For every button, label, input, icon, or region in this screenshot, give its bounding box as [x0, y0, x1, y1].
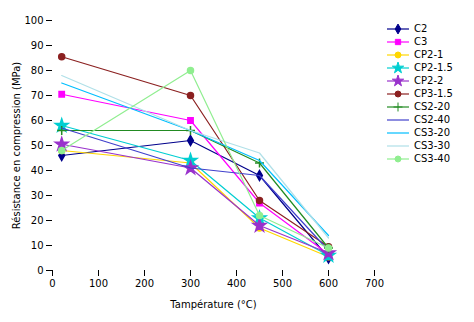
svg-text:200: 200: [135, 278, 154, 289]
html-text:CS2-20: CS2-20: [414, 101, 450, 112]
html-text:C3: C3: [414, 36, 428, 47]
svg-text:30: 30: [31, 190, 44, 201]
html-text:CP2-1: CP2-1: [414, 49, 444, 60]
svg-text:100: 100: [89, 278, 108, 289]
svg-text:500: 500: [273, 278, 292, 289]
html-text:CP2-2: CP2-2: [414, 75, 444, 86]
svg-text:60: 60: [31, 115, 44, 126]
svg-text:700: 700: [365, 278, 384, 289]
html-text:C2: C2: [414, 23, 428, 34]
svg-text:40: 40: [31, 165, 44, 176]
svg-text:100: 100: [24, 15, 43, 26]
svg-text:70: 70: [31, 90, 44, 101]
svg-text:Tampérature (°C): Tampérature (°C): [169, 299, 256, 310]
html-text:CS3-40: CS3-40: [414, 153, 450, 164]
svg-text:20: 20: [31, 215, 44, 226]
svg-text:Résistance en compression (MPa: Résistance en compression (MPa): [11, 62, 22, 230]
svg-text:80: 80: [31, 65, 44, 76]
svg-text:10: 10: [31, 240, 44, 251]
svg-text:300: 300: [181, 278, 200, 289]
svg-text:0: 0: [37, 265, 43, 276]
svg-text:50: 50: [31, 140, 44, 151]
svg-text:600: 600: [319, 278, 338, 289]
html-text:CS3-30: CS3-30: [414, 140, 450, 151]
svg-text:0: 0: [49, 278, 55, 289]
html-text:CP3-1.5: CP3-1.5: [414, 88, 453, 99]
html-text:CP2-1.5: CP2-1.5: [414, 62, 453, 73]
html-text:CS2-40: CS2-40: [414, 114, 450, 125]
html-text:CS3-20: CS3-20: [414, 127, 450, 138]
svg-text:400: 400: [227, 278, 246, 289]
svg-text:90: 90: [31, 40, 44, 51]
